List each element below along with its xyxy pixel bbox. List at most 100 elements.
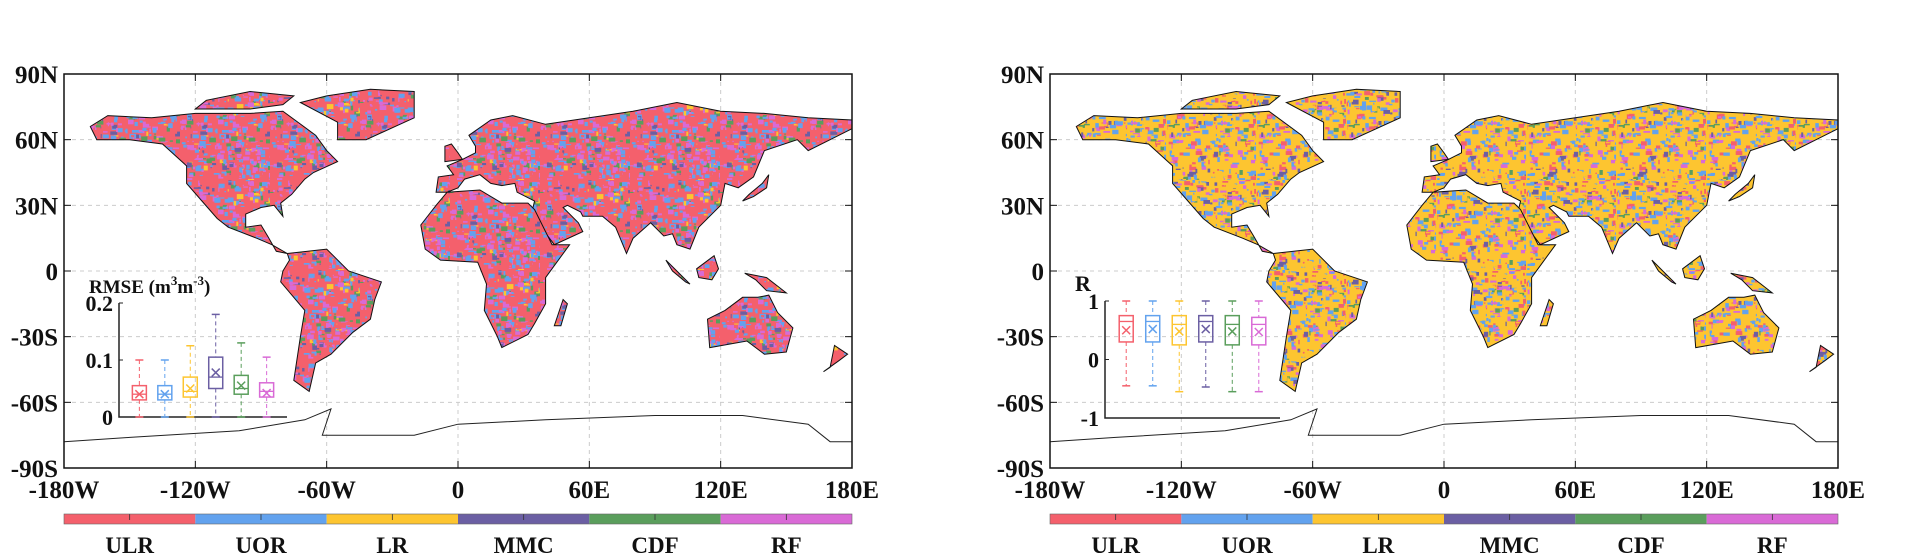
landmass-australia [706, 294, 794, 355]
y-tick-label: -30S [11, 325, 58, 352]
rmse-map-panel: -180W -120W -60W 0 60E 120E 180E 90N 60N 30N 0 -30S… [11, 62, 879, 553]
box [157, 384, 173, 401]
colorbar-label: MMC [1480, 533, 1540, 553]
r-map-panel: -180W -120W -60W 0 60E 120E 180E 90N 60N 30N 0 -30S… [986, 0, 1919, 553]
y-tick-label: -60S [997, 390, 1044, 417]
mean-marker [211, 368, 221, 378]
boxplot-uqr [1144, 300, 1161, 387]
x-tick-label: -120W [1146, 477, 1217, 504]
y-tick-label: 30N [1001, 193, 1044, 220]
landmass-arctic [193, 90, 296, 110]
landmass-sumatra [665, 259, 691, 285]
box [1251, 316, 1267, 346]
mean-marker [1254, 327, 1264, 337]
y-tick-label: 30N [15, 193, 58, 220]
box [1144, 314, 1161, 343]
y-tick-label: 90N [15, 62, 58, 89]
map-figure: -180W -120W -60W 0 60E 120E 180E 90N 60N 30N 0 -30S… [11, 62, 879, 553]
landmass-nz [823, 344, 849, 373]
mean-marker [1227, 326, 1237, 336]
colorbar-label: UQR [235, 533, 287, 553]
x-tick-label: 120E [1680, 477, 1734, 504]
x-tick-label: -180W [29, 477, 100, 504]
landmass-borneo [696, 254, 720, 281]
colorbar-label: UQR [1221, 533, 1273, 553]
boxplot-mmc [207, 313, 224, 418]
y-tick-label: -90S [997, 456, 1044, 483]
colorbar-label: LR [376, 533, 408, 553]
colorbar-label: LR [1362, 533, 1394, 553]
landmass-greenland [1285, 88, 1401, 141]
mean-marker [236, 381, 246, 391]
antarctica-outline [63, 408, 852, 443]
y-tick-label: -60S [11, 390, 58, 417]
landmass-greenland [299, 88, 415, 141]
inset-y-tick-label: -1 [1081, 406, 1099, 431]
y-tick-label: -90S [11, 456, 58, 483]
colorbar-frame [63, 513, 853, 525]
boxplot-ulr [131, 359, 148, 418]
box [258, 382, 275, 398]
box [131, 384, 148, 401]
colorbar-label: RF [1757, 533, 1788, 553]
landmass-samerica [1266, 248, 1369, 393]
box [1198, 314, 1214, 343]
landmass-borneo [1682, 254, 1706, 281]
landmass-uk [1430, 143, 1450, 163]
mean-marker [1201, 324, 1211, 334]
landmass-namerica [89, 110, 339, 254]
landmass-eurasia [1421, 101, 1839, 255]
landmass-africa [420, 189, 571, 349]
mean-marker [185, 383, 195, 394]
landmass-japan [1728, 174, 1756, 202]
colorbar-frame [1049, 513, 1839, 525]
boxplot-lr [1171, 300, 1187, 393]
mean-marker [1174, 326, 1184, 336]
inset-title: RMSE (m3m-3) [89, 273, 210, 298]
landmass-arctic [1179, 90, 1282, 110]
colorbar-label: ULR [105, 533, 154, 553]
x-tick-label: -120W [160, 477, 231, 504]
box [1118, 314, 1134, 343]
colorbar-label: ULR [1091, 533, 1140, 553]
boxplot-cdf [233, 342, 249, 418]
inset-title: R [1075, 271, 1092, 296]
landmass-uk [444, 143, 464, 163]
y-tick-label: 0 [46, 259, 59, 286]
x-tick-label: -60W [298, 477, 356, 504]
mean-marker [160, 389, 170, 399]
y-tick-label: 0 [1032, 259, 1045, 286]
inset-y-tick-label: 1 [1088, 289, 1099, 314]
box [182, 376, 199, 398]
inset-axes [1104, 301, 1280, 419]
box [233, 374, 249, 395]
boxplot-rf [1251, 300, 1267, 393]
mean-marker [134, 389, 144, 399]
x-tick-label: 120E [694, 477, 748, 504]
colorbar-label: CDF [1617, 533, 1664, 553]
map-figure: -180W -120W -60W 0 60E 120E 180E 90N 60N 30N 0 -30S… [997, 62, 1865, 553]
boxplot-mmc [1198, 300, 1214, 388]
inset-y-tick-label: 0.1 [86, 348, 114, 373]
boxplot-lr [182, 345, 199, 418]
box [1171, 314, 1187, 346]
x-tick-label: 60E [1554, 477, 1596, 504]
landmass-australia [1692, 294, 1780, 355]
x-tick-label: 180E [825, 477, 879, 504]
colorbar-label: MMC [494, 533, 554, 553]
box [1224, 314, 1241, 346]
y-tick-label: -30S [997, 325, 1044, 352]
inset-y-tick-label: 0 [1088, 348, 1099, 373]
x-tick-label: -180W [1015, 477, 1086, 504]
mean-marker [262, 388, 272, 398]
boxplot-uqr [157, 359, 173, 418]
x-tick-label: 0 [452, 477, 465, 504]
box [207, 356, 224, 390]
landmass-africa [1406, 189, 1557, 349]
landmass-namerica [1075, 110, 1325, 254]
landmass-sumatra [1651, 259, 1677, 285]
inset-y-tick-label: 0 [102, 405, 113, 430]
landmass-japan [742, 174, 770, 202]
colorbar-label: RF [771, 533, 802, 553]
boxplot-rf [258, 356, 275, 418]
